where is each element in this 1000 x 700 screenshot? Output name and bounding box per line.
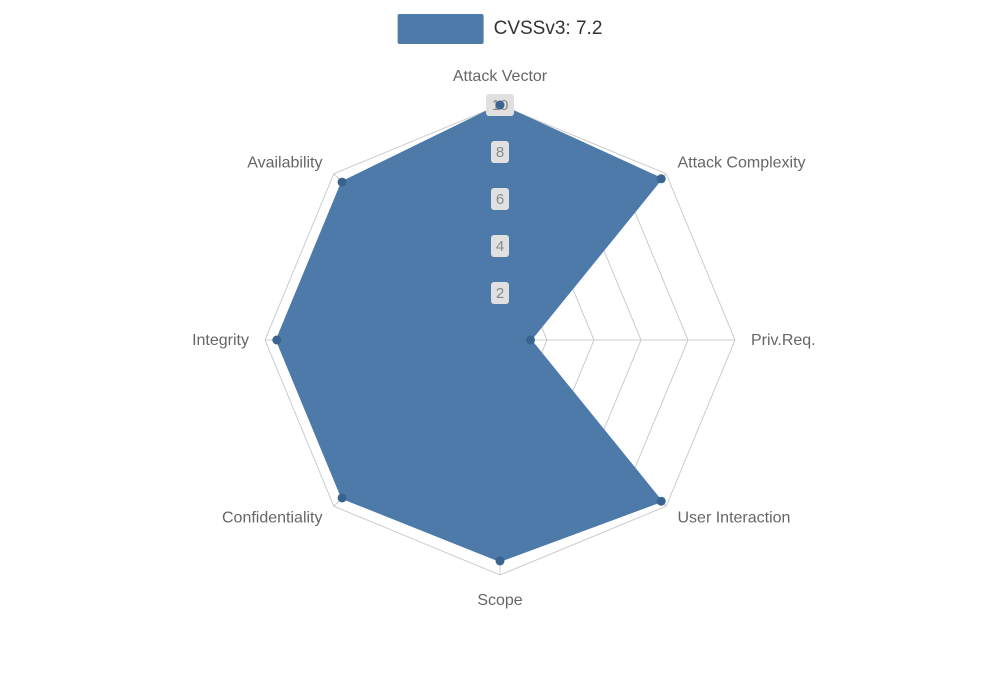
- series-markers[interactable]: [272, 100, 666, 566]
- svg-text:Confidentiality: Confidentiality: [222, 510, 323, 527]
- chart-legend[interactable]: CVSSv3: 7.2: [397, 14, 603, 44]
- svg-text:Attack Vector: Attack Vector: [453, 68, 548, 85]
- legend-swatch-icon: [397, 14, 484, 44]
- svg-text:2: 2: [496, 285, 504, 302]
- svg-text:Scope: Scope: [477, 592, 522, 609]
- svg-text:8: 8: [496, 144, 504, 161]
- axis-tick-labels: 246810: [486, 94, 514, 304]
- svg-text:Integrity: Integrity: [192, 332, 249, 349]
- svg-text:Availability: Availability: [247, 155, 322, 172]
- svg-text:4: 4: [496, 238, 504, 255]
- svg-text:6: 6: [496, 191, 504, 208]
- svg-text:Priv.Req.: Priv.Req.: [751, 332, 816, 349]
- axis-name-labels: Attack Vector Attack Complexity Priv.Req. U…: [192, 68, 816, 609]
- svg-text:Attack Complexity: Attack Complexity: [678, 155, 806, 172]
- legend-label: CVSSv3: 7.2: [493, 18, 603, 39]
- svg-text:User Interaction: User Interaction: [678, 510, 791, 527]
